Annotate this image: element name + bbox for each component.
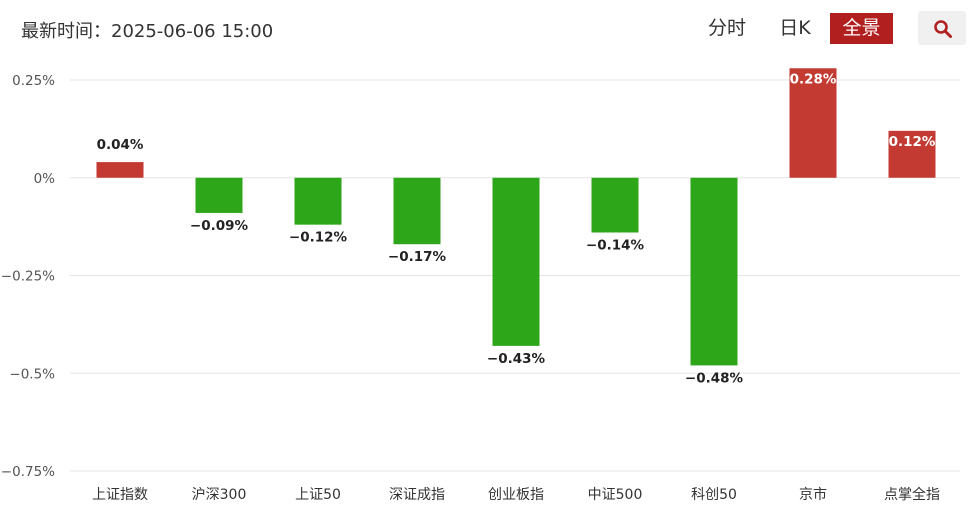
bar-value-label: −0.14% bbox=[586, 237, 645, 253]
tab-intraday[interactable]: 分时 bbox=[707, 17, 746, 39]
tab-overview[interactable]: 全景 bbox=[830, 13, 893, 44]
bar-value-label: 0.28% bbox=[790, 71, 837, 87]
tab-daily-k[interactable]: 日K bbox=[779, 17, 811, 39]
y-tick-label: 0.25% bbox=[12, 73, 55, 89]
y-tick-label: −0.25% bbox=[1, 269, 55, 285]
bar bbox=[888, 130, 936, 178]
bar-value-label: −0.17% bbox=[388, 249, 447, 265]
bar bbox=[96, 162, 144, 178]
top-bar: 最新时间：2025-06-06 15:00 分时 日K 全景 bbox=[0, 0, 968, 58]
x-category-label: 上证50 bbox=[295, 487, 341, 503]
bar bbox=[789, 68, 837, 178]
x-category-label: 上证指数 bbox=[92, 487, 148, 503]
bar bbox=[294, 177, 342, 225]
bar bbox=[690, 177, 738, 366]
bar-value-label: −0.09% bbox=[190, 218, 249, 234]
bar-value-label: −0.43% bbox=[487, 351, 546, 367]
search-button[interactable] bbox=[918, 11, 966, 45]
bar-value-label: −0.48% bbox=[685, 370, 744, 386]
bar bbox=[492, 177, 540, 346]
x-category-label: 科创50 bbox=[691, 487, 737, 503]
y-tick-label: −0.75% bbox=[1, 464, 55, 480]
x-category-label: 点掌全指 bbox=[884, 486, 940, 503]
x-category-label: 深证成指 bbox=[389, 487, 445, 503]
x-category-label: 沪深300 bbox=[192, 487, 247, 503]
bar bbox=[591, 177, 639, 233]
x-category-label: 京市 bbox=[799, 486, 827, 503]
bar bbox=[393, 177, 441, 245]
y-tick-label: 0% bbox=[34, 171, 56, 187]
search-icon bbox=[934, 20, 952, 38]
bar bbox=[195, 177, 243, 213]
bar-value-label: −0.12% bbox=[289, 230, 348, 246]
update-time: 最新时间：2025-06-06 15:00 bbox=[21, 21, 274, 42]
y-tick-label: −0.5% bbox=[9, 366, 55, 382]
index-change-bar-chart: 0.25% 0% −0.25% −0.5% −0.75% 0.04% 上证指数 −0.09% 沪… bbox=[1, 68, 960, 503]
bar-value-label: 0.12% bbox=[889, 134, 936, 150]
x-category-label: 创业板指 bbox=[488, 487, 544, 503]
bar-value-label: 0.04% bbox=[97, 137, 144, 153]
x-category-label: 中证500 bbox=[588, 487, 643, 503]
